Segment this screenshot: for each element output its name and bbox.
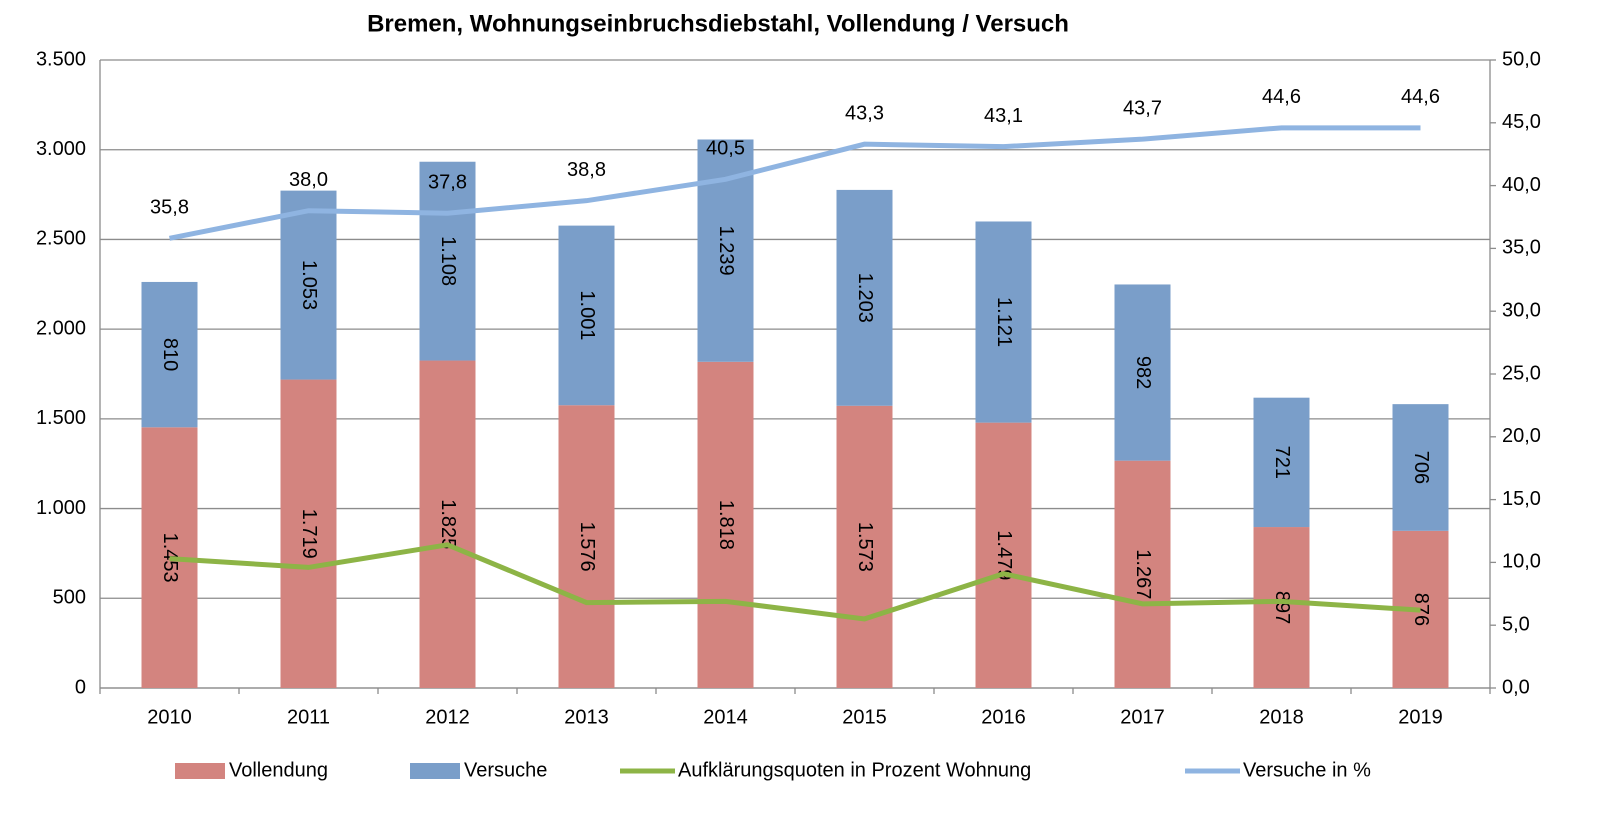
bar xyxy=(1392,404,1449,531)
line-label: 37,8 xyxy=(428,172,467,194)
bar-label: 1.203 xyxy=(854,273,876,323)
y2-tick-label: 0,0 xyxy=(1502,676,1530,698)
y2-tick-label: 35,0 xyxy=(1502,237,1541,259)
y2-tick-label: 20,0 xyxy=(1502,425,1541,447)
y-tick-label: 3.500 xyxy=(36,48,86,70)
bar-label: 810 xyxy=(159,338,181,371)
x-tick-label: 2015 xyxy=(842,706,887,728)
line-label: 35,8 xyxy=(150,197,189,219)
x-tick-label: 2019 xyxy=(1398,706,1443,728)
bar-label: 1.825 xyxy=(437,499,459,549)
y2-tick-label: 40,0 xyxy=(1502,174,1541,196)
x-tick-label: 2014 xyxy=(703,706,748,728)
y2-tick-label: 30,0 xyxy=(1502,299,1541,321)
line xyxy=(169,542,1421,622)
bar xyxy=(975,422,1032,688)
bar-label: 1.719 xyxy=(298,509,320,559)
y2-tick-label: 25,0 xyxy=(1502,362,1541,384)
bar xyxy=(558,225,615,406)
bar-label: 721 xyxy=(1271,446,1293,479)
legend-label: Vollendung xyxy=(229,759,328,781)
line xyxy=(169,125,1421,241)
bar xyxy=(280,190,337,380)
line-label: 43,7 xyxy=(1123,97,1162,119)
bar xyxy=(419,161,476,361)
bar xyxy=(141,281,198,428)
bar-label: 1.818 xyxy=(715,500,737,550)
line-label: 44,6 xyxy=(1401,86,1440,108)
y-tick-label: 500 xyxy=(53,587,86,609)
bar-label: 1.108 xyxy=(437,236,459,286)
x-tick-label: 2010 xyxy=(147,706,192,728)
y2-tick-label: 10,0 xyxy=(1502,551,1541,573)
line-label: 38,8 xyxy=(567,159,606,181)
x-tick-label: 2017 xyxy=(1120,706,1165,728)
bar xyxy=(1114,284,1171,461)
y-tick-label: 1.000 xyxy=(36,497,86,519)
bar-label: 876 xyxy=(1410,593,1432,626)
bar-label: 1.239 xyxy=(715,226,737,276)
chart-title: Bremen, Wohnungseinbruchsdiebstahl, Voll… xyxy=(367,10,1069,37)
y-tick-label: 2.500 xyxy=(36,228,86,250)
bar-label: 1.121 xyxy=(993,297,1015,347)
bar xyxy=(280,379,337,688)
legend-label: Aufklärungsquoten in Prozent Wohnung xyxy=(678,759,1031,781)
bar-label: 1.001 xyxy=(576,290,598,340)
line-label: 38,0 xyxy=(289,169,328,191)
x-tick-label: 2016 xyxy=(981,706,1026,728)
x-tick-label: 2011 xyxy=(287,706,330,728)
bar xyxy=(1114,460,1171,688)
bar-label: 706 xyxy=(1410,451,1432,484)
line-label: 43,1 xyxy=(984,105,1023,127)
y2-tick-label: 5,0 xyxy=(1502,613,1530,635)
x-tick-label: 2013 xyxy=(564,706,609,728)
legend-label: Versuche xyxy=(464,759,547,781)
bar-label: 1.267 xyxy=(1132,549,1154,599)
bar-label: 982 xyxy=(1132,356,1154,389)
y-tick-label: 2.000 xyxy=(36,317,86,339)
bar xyxy=(697,361,754,688)
line-label: 40,5 xyxy=(706,138,745,160)
line-label: 44,6 xyxy=(1262,86,1301,108)
bar-label: 1.479 xyxy=(993,530,1015,580)
x-tick-label: 2012 xyxy=(425,706,470,728)
bar-label: 1.573 xyxy=(854,522,876,572)
bar xyxy=(1253,527,1310,688)
bar xyxy=(1253,397,1310,528)
bar xyxy=(975,221,1032,423)
bar xyxy=(836,189,893,406)
line-label: 43,3 xyxy=(845,102,884,124)
bar xyxy=(836,405,893,688)
bar xyxy=(558,405,615,688)
bar-label: 1.053 xyxy=(298,260,320,310)
legend-swatch xyxy=(410,763,460,779)
x-tick-label: 2018 xyxy=(1259,706,1304,728)
y2-tick-label: 45,0 xyxy=(1502,111,1541,133)
y2-tick-label: 50,0 xyxy=(1502,48,1541,70)
legend-swatch xyxy=(175,763,225,779)
bar-label: 897 xyxy=(1271,591,1293,624)
y-tick-label: 0 xyxy=(75,676,86,698)
y-tick-label: 1.500 xyxy=(36,407,86,429)
bar xyxy=(419,360,476,688)
y2-tick-label: 15,0 xyxy=(1502,488,1541,510)
bar-label: 1.576 xyxy=(576,522,598,572)
y-tick-label: 3.000 xyxy=(36,138,86,160)
legend-label: Versuche in % xyxy=(1243,759,1371,781)
